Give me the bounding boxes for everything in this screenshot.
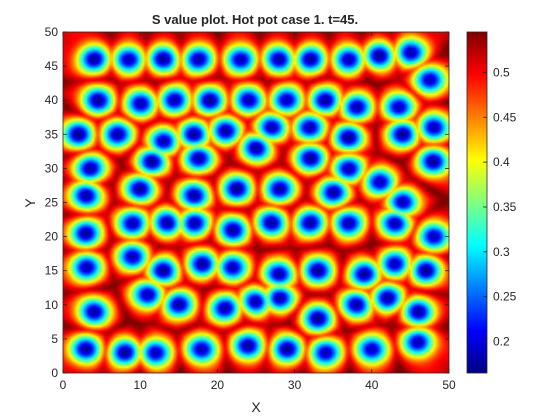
y-tick-label: 45 [45,59,59,73]
colorbar-tick-label: 0.45 [493,110,517,124]
heatmap-image [63,32,449,373]
y-tick-label: 20 [45,230,59,244]
colorbar: 0.2 0.25 0.3 0.35 0.4 0.45 0.5 [467,32,517,373]
y-axis-label: Y [22,198,38,208]
colorbar-gradient [467,32,487,373]
colorbar-tick-label: 0.25 [493,290,517,304]
y-tick-label: 5 [51,332,58,346]
x-tick-label: 0 [60,378,67,392]
x-axis-label: X [251,399,261,415]
colorbar-tick-label: 0.35 [493,200,517,214]
plot-area: 0 10 20 30 40 50 0 5 10 15 20 25 30 35 40 45 50 [45,25,456,392]
x-tick-label: 10 [134,378,148,392]
x-tick-label: 20 [211,378,225,392]
chart-title: S value plot. Hot pot case 1. t=45. [152,12,358,27]
y-tick-label: 10 [45,298,59,312]
colorbar-tick-label: 0.3 [493,245,510,259]
y-tick-label: 50 [45,25,59,39]
colorbar-tick-label: 0.4 [493,155,510,169]
y-tick-label: 0 [51,366,58,380]
y-tick-label: 40 [45,93,59,107]
y-tick-label: 30 [45,161,59,175]
y-tick-label: 35 [45,127,59,141]
x-tick-label: 30 [288,378,302,392]
colorbar-tick-label: 0.5 [493,65,510,79]
colorbar-ticks: 0.2 0.25 0.3 0.35 0.4 0.45 0.5 [483,65,517,348]
y-tick-label: 15 [45,264,59,278]
colorbar-tick-label: 0.2 [493,335,510,349]
y-tick-label: 25 [45,196,59,210]
x-tick-label: 40 [365,378,379,392]
x-tick-label: 50 [442,378,456,392]
